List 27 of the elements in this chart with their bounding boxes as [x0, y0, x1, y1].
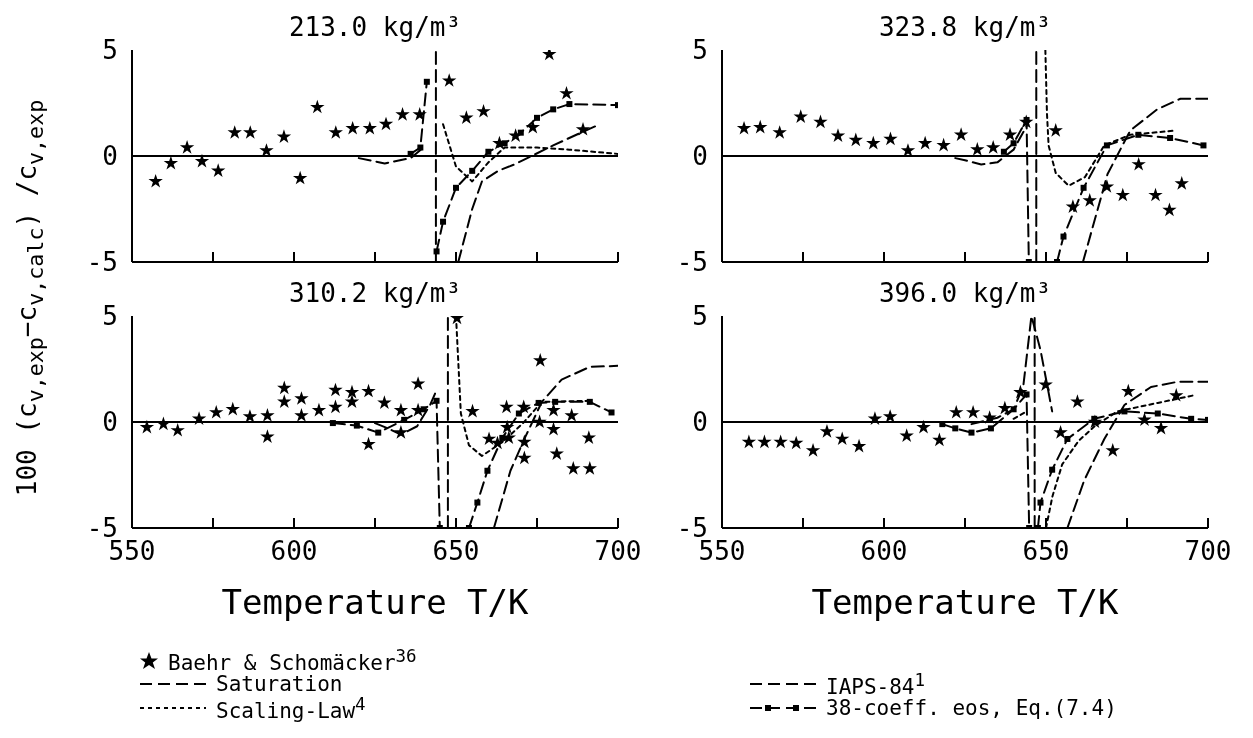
y-tick-label: 5 — [692, 301, 708, 332]
x-axis-title: Temperature T/K — [220, 582, 530, 622]
x-tick-label: 650 — [432, 536, 480, 567]
chart-title: 323.8 kg/m³ — [877, 12, 1053, 42]
x-tick-label: 700 — [1184, 536, 1232, 567]
legend-label: Saturation — [216, 672, 343, 696]
legend-label: Baehr & Schomäcker$^{36}$ — [168, 645, 417, 675]
y-tick-label: -5 — [676, 247, 708, 278]
y-tick-label: 0 — [102, 407, 118, 438]
y-tick-label: 0 — [692, 141, 708, 172]
x-tick-label: 700 — [594, 536, 642, 567]
y-tick-label: 5 — [102, 301, 118, 332]
y-tick-label: 5 — [692, 35, 708, 66]
y-tick-label: 0 — [692, 407, 708, 438]
y-tick-label: -5 — [86, 247, 118, 278]
chart-title: 213.0 kg/m³ — [287, 12, 463, 42]
chart-title: 396.0 kg/m³ — [877, 278, 1053, 308]
chart-title: 310.2 kg/m³ — [287, 278, 463, 308]
y-tick-label: 5 — [102, 35, 118, 66]
x-axis-title: Temperature T/K — [810, 582, 1120, 622]
y-tick-label: 0 — [102, 141, 118, 172]
legend-label: Scaling-Law$^{4}$ — [216, 693, 366, 723]
x-tick-label: 650 — [1022, 536, 1070, 567]
legend-label: IAPS-84$^{1}$ — [826, 669, 926, 699]
legend-label: 38-coeff. eos, Eq.(7.4) — [826, 696, 1117, 720]
x-tick-label: 600 — [270, 536, 318, 567]
x-tick-label: 600 — [860, 536, 908, 567]
